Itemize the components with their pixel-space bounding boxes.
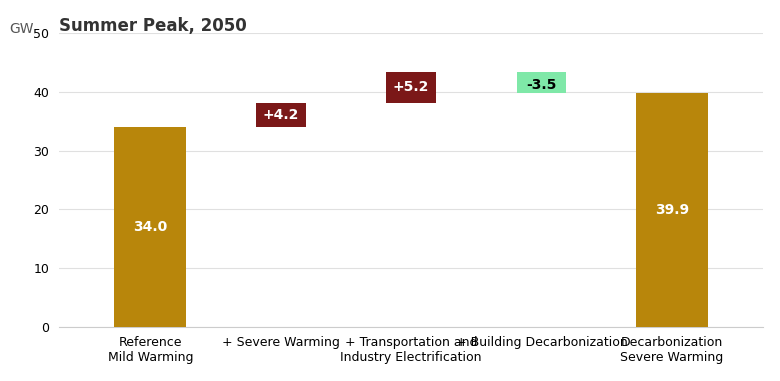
Text: 39.9: 39.9 bbox=[655, 203, 689, 217]
Bar bbox=[636, 93, 708, 327]
Bar bbox=[115, 127, 186, 327]
Text: +5.2: +5.2 bbox=[393, 80, 429, 94]
Bar bbox=[386, 72, 436, 102]
Text: 34.0: 34.0 bbox=[133, 220, 168, 234]
Bar bbox=[256, 102, 306, 127]
Text: Summer Peak, 2050: Summer Peak, 2050 bbox=[59, 17, 246, 35]
Text: GW: GW bbox=[9, 22, 34, 36]
Text: -3.5: -3.5 bbox=[526, 78, 557, 92]
Text: +4.2: +4.2 bbox=[263, 108, 299, 122]
Bar bbox=[517, 72, 566, 93]
